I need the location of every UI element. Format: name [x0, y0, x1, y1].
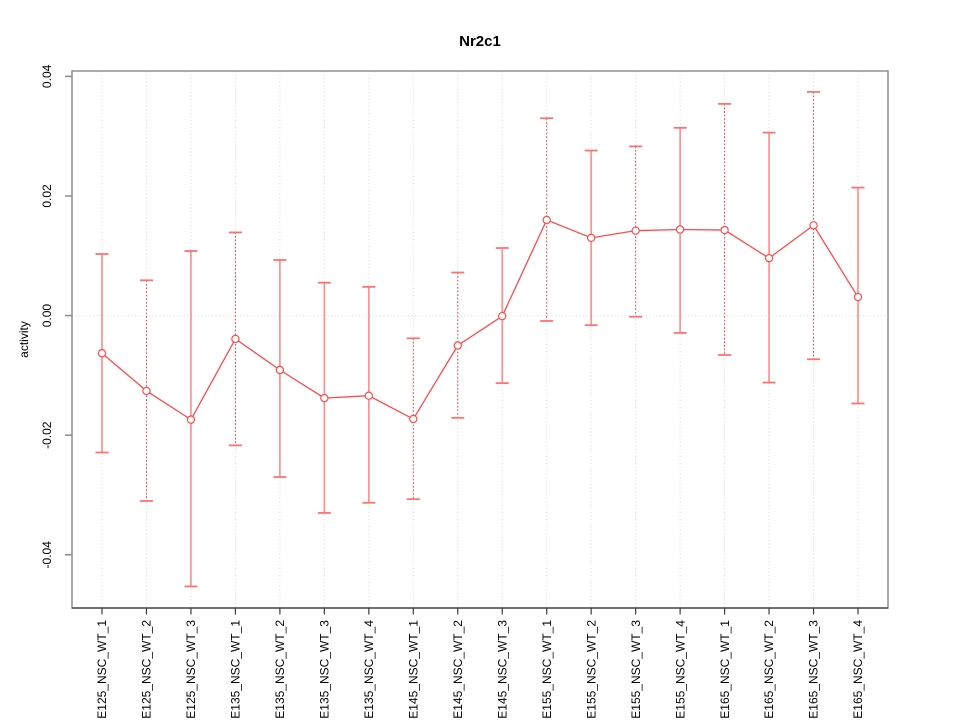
y-tick-label: -0.04 — [40, 541, 54, 569]
x-tick-label: E135_NSC_WT_4 — [362, 620, 376, 719]
data-point — [586, 233, 596, 243]
data-point — [364, 391, 374, 400]
x-tick-label: E135_NSC_WT_3 — [318, 620, 332, 719]
plot-border — [71, 70, 889, 609]
data-point — [231, 334, 240, 344]
data-point — [275, 365, 285, 375]
data-point — [675, 225, 685, 234]
x-tick-label: E145_NSC_WT_3 — [495, 620, 509, 719]
x-tick-label: E155_NSC_WT_2 — [584, 620, 598, 719]
data-point — [453, 341, 462, 350]
x-tick-label: E165_NSC_WT_4 — [851, 620, 865, 719]
data-point — [631, 226, 640, 235]
y-tick-label: -0.02 — [40, 421, 54, 449]
chart-title: Nr2c1 — [459, 33, 501, 50]
data-point — [320, 393, 329, 403]
x-tick-label: E155_NSC_WT_3 — [629, 620, 643, 719]
data-point — [542, 215, 551, 225]
series-line — [101, 219, 859, 421]
data-point — [142, 386, 151, 396]
x-tick-label: E135_NSC_WT_1 — [229, 620, 243, 719]
data-point — [186, 415, 196, 424]
data-point — [498, 311, 507, 321]
x-tick-label: E125_NSC_WT_3 — [184, 620, 198, 719]
x-tick-label: E165_NSC_WT_3 — [807, 620, 821, 719]
x-tick-label: E165_NSC_WT_2 — [762, 620, 776, 719]
x-tick-label: E125_NSC_WT_1 — [95, 620, 109, 719]
x-tick-label: E155_NSC_WT_4 — [673, 620, 687, 719]
x-tick-label: E155_NSC_WT_1 — [540, 620, 554, 719]
data-point — [853, 292, 863, 302]
y-tick-label: 0.02 — [40, 184, 54, 208]
data-point — [720, 225, 729, 235]
x-tick-label: E165_NSC_WT_1 — [718, 620, 732, 719]
x-tick-label: E145_NSC_WT_2 — [451, 620, 465, 719]
x-tick-label: E135_NSC_WT_2 — [273, 620, 287, 719]
x-tick-label: E125_NSC_WT_2 — [140, 620, 154, 719]
data-point — [409, 414, 418, 424]
y-tick-label: 0.00 — [40, 304, 54, 328]
data-point — [97, 349, 107, 358]
y-axis-label: activity — [17, 321, 31, 358]
data-point — [764, 253, 774, 263]
x-tick-label: E145_NSC_WT_1 — [406, 620, 420, 719]
y-tick-label: 0.04 — [40, 64, 54, 88]
data-point — [809, 221, 818, 230]
